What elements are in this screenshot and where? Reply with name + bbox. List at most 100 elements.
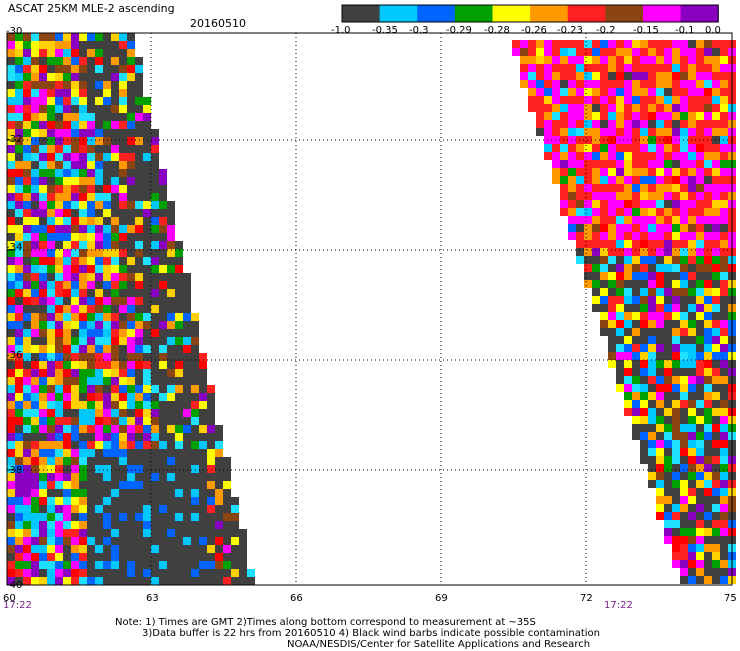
swath-cell [664,488,672,496]
swath-cell [552,72,560,80]
swath-cell [680,464,688,472]
swath-cell [592,280,600,288]
swath-cell [39,569,47,577]
swath-cell [63,129,71,137]
swath-cell [624,96,632,104]
swath-cell [159,193,167,201]
swath-cell [207,449,215,457]
swath-cell [688,376,696,384]
swath-cell [576,152,584,160]
swath-cell [239,569,247,577]
swath-cell [704,544,712,552]
swath-cell [95,201,103,209]
swath-cell [680,472,688,480]
swath-cell [55,201,63,209]
swath-cell [151,289,159,297]
swath-cell [63,433,71,441]
swath-cell [55,169,63,177]
swath-cell [31,425,39,433]
swath-cell [608,360,616,368]
swath-cell [680,328,688,336]
swath-cell [183,369,191,377]
swath-cell [39,145,47,153]
swath-cell [79,513,87,521]
swath-cell [47,177,55,185]
swath-cell [584,208,592,216]
swath-cell [103,129,111,137]
swath-cell [207,401,215,409]
swath-cell [560,160,568,168]
swath-cell [119,409,127,417]
swath-cell [47,561,55,569]
swath-cell [648,232,656,240]
swath-cell [15,145,23,153]
swath-cell [624,56,632,64]
swath-cell [31,441,39,449]
swath-cell [119,577,127,585]
swath-cell [63,97,71,105]
swath-cell [23,137,31,145]
swath-cell [696,216,704,224]
swath-cell [640,360,648,368]
swath-cell [95,57,103,65]
swath-cell [55,105,63,113]
swath-cell [87,561,95,569]
swath-cell [175,313,183,321]
swath-cell [696,552,704,560]
swath-cell [103,473,111,481]
swath-cell [672,96,680,104]
swath-cell [119,265,127,273]
swath-cell [71,497,79,505]
swath-cell [183,569,191,577]
swath-cell [39,113,47,121]
swath-cell [215,561,223,569]
swath-cell [71,105,79,113]
swath-cell [23,265,31,273]
swath-cell [103,193,111,201]
swath-cell [696,312,704,320]
swath-cell [664,208,672,216]
swath-cell [704,208,712,216]
swath-cell [624,400,632,408]
colorbar-swatch [342,5,381,22]
swath-cell [95,337,103,345]
swath-cell [600,96,608,104]
swath-cell [680,552,688,560]
swath-cell [672,72,680,80]
swath-cell [632,40,640,48]
swath-cell [111,297,119,305]
swath-cell [696,56,704,64]
swath-cell [704,536,712,544]
swath-cell [712,544,720,552]
swath-cell [576,176,584,184]
swath-cell [119,417,127,425]
swath-cell [167,449,175,457]
swath-cell [632,432,640,440]
swath-cell [103,41,111,49]
swath-cell [103,113,111,121]
swath-cell [63,41,71,49]
map-frame [6,32,733,586]
swath-cell [167,473,175,481]
swath-cell [23,409,31,417]
swath-cell [119,433,127,441]
swath-cell [63,89,71,97]
swath-cell [71,241,79,249]
swath-cell [720,256,728,264]
swath-cell [656,384,664,392]
swath-cell [624,120,632,128]
swath-cell [39,345,47,353]
swath-cell [15,193,23,201]
time-label-right: 17:22 [604,600,633,611]
swath-cell [696,408,704,416]
swath-cell [111,161,119,169]
swath-cell [552,96,560,104]
swath-cell [7,249,15,257]
swath-cell [127,457,135,465]
swath-cell [704,480,712,488]
swath-cell [143,457,151,465]
swath-cell [7,553,15,561]
swath-cell [191,497,199,505]
swath-cell [688,296,696,304]
swath-cell [95,425,103,433]
